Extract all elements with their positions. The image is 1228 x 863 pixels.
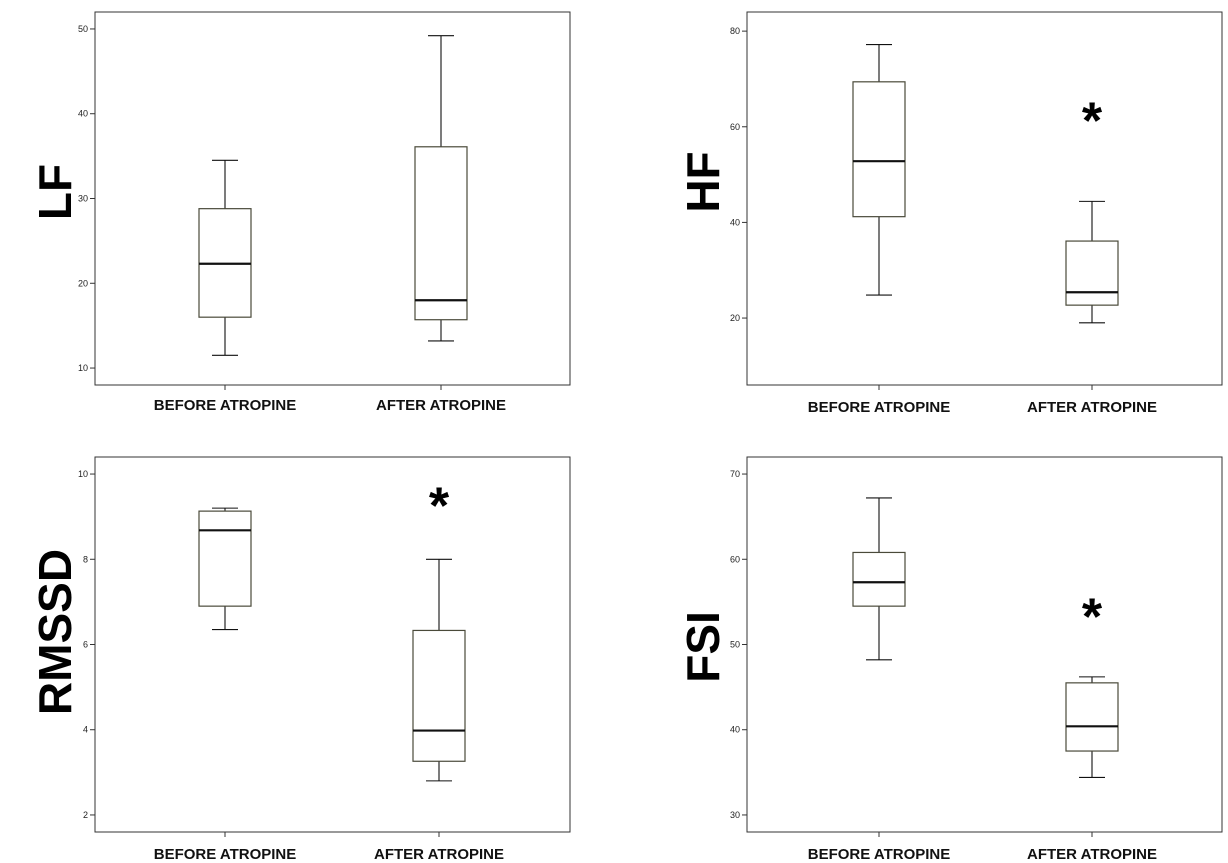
y-tick-label: 60: [730, 554, 740, 564]
plot-frame: [746, 456, 1223, 833]
interquartile-box: [852, 551, 906, 607]
category-label: BEFORE ATROPINE: [808, 399, 951, 416]
plot-frame: [94, 456, 571, 833]
plot-frame: [94, 11, 571, 386]
significance-asterisk: *: [1082, 92, 1103, 150]
y-tick-label: 20: [730, 313, 740, 323]
category-label: AFTER ATROPINE: [376, 397, 506, 414]
interquartile-box: [412, 629, 466, 762]
y-tick-label: 2: [83, 810, 88, 820]
y-tick-label: 50: [730, 640, 740, 650]
category-label: BEFORE ATROPINE: [154, 846, 297, 863]
chart-panel-lf: LF 10 20 30 40 50 BEFORE ATROPINE AFTER ATROPIN…: [29, 11, 571, 414]
y-tick-label: 40: [730, 217, 740, 227]
y-tick-label: 80: [730, 26, 740, 36]
y-tick-label: 60: [730, 122, 740, 132]
plot-frame: [746, 11, 1223, 386]
significance-asterisk: *: [429, 477, 450, 535]
box-before-atropine: [198, 159, 252, 356]
y-tick-label: 30: [730, 810, 740, 820]
y-tick-label: 4: [83, 725, 88, 735]
y-axis-label: FSI: [677, 611, 729, 683]
box-after-atropine: [1065, 676, 1119, 779]
interquartile-box: [198, 510, 252, 607]
category-label: AFTER ATROPINE: [374, 846, 504, 863]
y-tick-label: 6: [83, 640, 88, 650]
category-label: AFTER ATROPINE: [1027, 846, 1157, 863]
interquartile-box: [1065, 682, 1119, 752]
y-tick-label: 8: [83, 554, 88, 564]
y-axis-label: HF: [677, 151, 729, 212]
y-tick-label: 20: [78, 278, 88, 288]
box-before-atropine: [852, 497, 906, 661]
category-label: BEFORE ATROPINE: [154, 397, 297, 414]
chart-panel-hf: HF 20 40 60 80 BEFORE ATROPINE AFTER ATROPINE *: [677, 11, 1223, 416]
significance-asterisk: *: [1082, 589, 1103, 647]
box-after-atropine: [414, 35, 468, 342]
y-tick-label: 40: [78, 109, 88, 119]
category-label: AFTER ATROPINE: [1027, 399, 1157, 416]
chart-panel-rmssd: RMSSD 2 4 6 8 10 BEFORE ATROPINE AFTER ATROPINE…: [29, 456, 571, 863]
interquartile-box: [852, 81, 906, 218]
y-tick-label: 10: [78, 363, 88, 373]
category-label: BEFORE ATROPINE: [808, 846, 951, 863]
interquartile-box: [1065, 240, 1119, 306]
interquartile-box: [414, 146, 468, 321]
y-tick-label: 70: [730, 469, 740, 479]
chart-panel-fsi: FSI 30 40 50 60 70 BEFORE ATROPINE AFTER ATROPI…: [677, 456, 1223, 863]
y-tick-label: 40: [730, 725, 740, 735]
box-before-atropine: [198, 507, 252, 631]
y-tick-label: 50: [78, 24, 88, 34]
y-tick-label: 10: [78, 469, 88, 479]
box-before-atropine: [852, 43, 906, 296]
y-axis-label: RMSSD: [29, 549, 81, 715]
y-axis-label: LF: [29, 164, 81, 220]
box-after-atropine: [412, 558, 466, 782]
y-tick-label: 30: [78, 194, 88, 204]
box-after-atropine: [1065, 200, 1119, 324]
